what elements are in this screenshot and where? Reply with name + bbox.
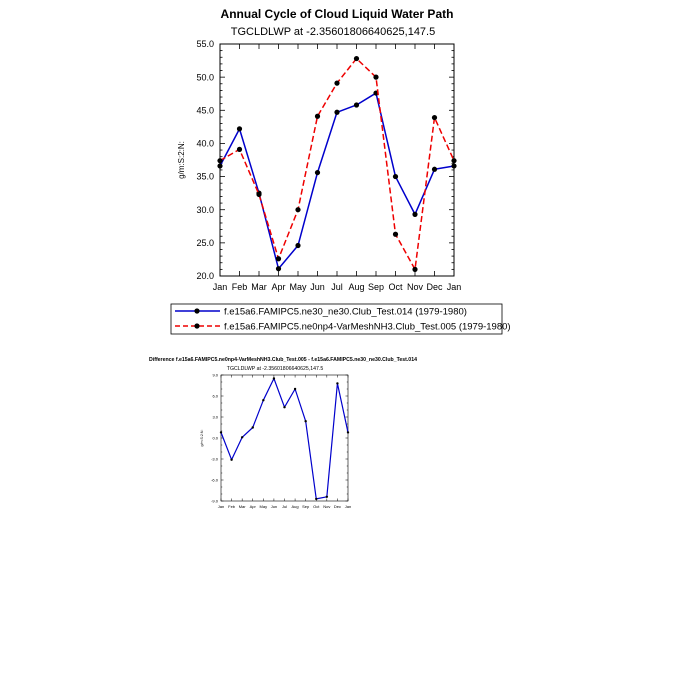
difference-x-tick-label: Aug	[292, 504, 299, 509]
main-series-1-point	[431, 166, 438, 172]
main-y-tick-label: 55.0	[196, 39, 214, 49]
legend: f.e15a6.FAMIPC5.ne30_ne30.Club_Test.014 …	[170, 303, 511, 335]
difference-series-1-point	[230, 458, 233, 461]
main-x-tick-label: Mar	[251, 282, 267, 292]
main-series-1-point	[217, 163, 223, 169]
difference-y-tick-label: 9.0	[212, 372, 218, 377]
difference-series-1-point	[304, 420, 307, 423]
difference-chart: Difference f.e15a6.FAMIPC5.ne0np4-VarMes…	[149, 357, 417, 509]
difference-y-tick-label: -3.0	[211, 456, 219, 461]
difference-series-1-point	[315, 497, 318, 501]
main-series-2-point	[256, 191, 262, 198]
difference-y-tick-label: -6.0	[211, 477, 219, 482]
difference-x-tick-label: May	[260, 504, 268, 509]
difference-x-tick-label: Sep	[302, 504, 310, 509]
difference-x-tick-label: Jan	[345, 504, 351, 509]
main-x-tick-label: Jan	[447, 282, 462, 292]
main-chart: Annual Cycle of Cloud Liquid Water Path …	[177, 7, 461, 292]
main-plot-frame	[219, 43, 455, 277]
main-x-tick-label: Apr	[271, 282, 285, 292]
main-x-tick-label: Feb	[232, 282, 248, 292]
main-series-2-point	[295, 207, 301, 213]
main-y-tick-label: 35.0	[196, 172, 214, 182]
legend-label-series-2: f.e15a6.FAMIPC5.ne0np4-VarMeshNH3.Club_T…	[224, 322, 511, 333]
main-y-tick-label: 50.0	[196, 72, 214, 82]
main-series-2-point	[314, 113, 321, 119]
main-series-2-point	[275, 256, 282, 262]
main-subtitle: TGCLDLWP at -2.35601806640625,147.5	[231, 26, 435, 38]
difference-x-tick-label: Nov	[323, 504, 330, 509]
main-series-2-point	[392, 231, 399, 237]
main-x-tick-label: Jun	[310, 282, 325, 292]
difference-y-tick-label: 3.0	[212, 414, 218, 419]
main-series-1-point	[236, 126, 243, 132]
main-y-tick-label: 20.0	[196, 271, 214, 281]
difference-x-tick-label: Oct	[313, 504, 320, 509]
difference-x-tick-label: Jun	[271, 504, 277, 509]
legend-label-series-1: f.e15a6.FAMIPC5.ne30_ne30.Club_Test.014 …	[224, 307, 467, 318]
main-x-tick-label: Aug	[348, 282, 364, 292]
main-series-2-point	[353, 55, 360, 62]
main-x-tick-label: Jul	[331, 282, 343, 292]
main-series-1-point	[451, 163, 457, 169]
main-series-1-point	[314, 169, 321, 176]
main-x-tick-label: Jan	[213, 282, 228, 292]
difference-x-tick-label: Dec	[334, 504, 341, 509]
main-series-line-2	[219, 57, 455, 271]
main-x-tick-label: Nov	[407, 282, 424, 292]
difference-y-tick-label: 6.0	[212, 393, 218, 398]
difference-subtitle: TGCLDLWP at -2.35601806640625,147.5	[227, 366, 324, 372]
difference-series-1-point	[336, 382, 339, 385]
difference-series-1-point	[251, 426, 254, 429]
main-title: Annual Cycle of Cloud Liquid Water Path	[221, 7, 454, 21]
difference-y-tick-label: -9.0	[211, 498, 219, 503]
main-series-1-point	[295, 242, 301, 249]
legend-marker-series-1	[194, 308, 200, 314]
difference-series-1-point	[293, 387, 297, 391]
difference-series-1-point	[240, 436, 244, 439]
difference-series-1-point	[283, 406, 286, 409]
difference-title: Difference f.e15a6.FAMIPC5.ne0np4-VarMes…	[149, 357, 417, 363]
main-series-1-point	[334, 109, 340, 115]
difference-x-tick-label: Apr	[250, 504, 257, 509]
main-series-2-point	[451, 158, 457, 164]
difference-series-1-point	[325, 495, 329, 498]
main-series-2-point	[412, 266, 418, 272]
main-series-1-point	[275, 266, 282, 272]
difference-series-1-point	[346, 431, 350, 434]
difference-series-line-1	[220, 377, 349, 500]
main-series-2-point	[431, 114, 438, 121]
main-x-tick-label: Oct	[388, 282, 403, 292]
main-series-line-1	[219, 92, 455, 270]
main-series-1-point	[392, 173, 399, 180]
difference-series-1-point	[262, 399, 265, 402]
legend-box	[170, 303, 503, 335]
main-x-tick-label: Sep	[368, 282, 384, 292]
main-y-tick-label: 25.0	[196, 238, 214, 248]
main-series-1-point	[412, 211, 418, 217]
difference-x-tick-label: Jan	[218, 504, 224, 509]
main-series-2-point	[373, 74, 379, 80]
difference-plot-frame	[220, 374, 349, 502]
difference-y-axis-label: g/m:S:2:N:	[200, 430, 204, 447]
main-x-tick-label: May	[289, 282, 307, 292]
difference-x-tick-label: Jul	[282, 504, 287, 509]
main-x-tick-label: Dec	[426, 282, 443, 292]
main-series-2-point	[334, 80, 340, 86]
difference-series-1-point	[272, 377, 276, 380]
difference-x-tick-label: Mar	[239, 504, 247, 509]
legend-marker-series-2	[194, 323, 200, 329]
main-series-2-point	[217, 158, 223, 164]
main-y-tick-label: 45.0	[196, 105, 214, 115]
main-series-2-point	[236, 146, 243, 152]
difference-series-1-point	[219, 431, 223, 434]
main-y-tick-label: 40.0	[196, 139, 214, 149]
main-y-axis-label: g/m:S:2:N:	[177, 141, 186, 179]
main-series-1-point	[353, 102, 360, 108]
difference-x-tick-label: Feb	[228, 504, 236, 509]
difference-y-tick-label: 0.0	[212, 435, 218, 440]
main-y-tick-label: 30.0	[196, 205, 214, 215]
